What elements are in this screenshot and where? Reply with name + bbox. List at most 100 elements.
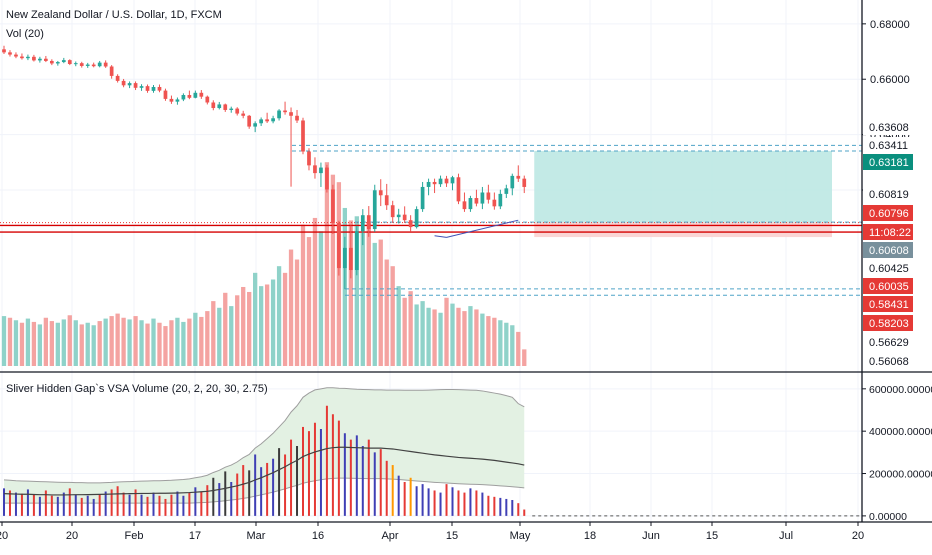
candle-body[interactable] xyxy=(289,112,293,116)
symbol-legend[interactable]: New Zealand Dollar / U.S. Dollar, 1D, FX… xyxy=(6,9,222,21)
candle-body[interactable] xyxy=(384,195,389,206)
price-badge[interactable] xyxy=(863,260,913,276)
candle-body[interactable] xyxy=(20,56,24,59)
candle-body[interactable] xyxy=(247,115,252,127)
candle-body[interactable] xyxy=(61,60,66,63)
candle-body[interactable] xyxy=(462,201,467,210)
candle-body[interactable] xyxy=(163,90,168,99)
candle-body[interactable] xyxy=(504,188,509,194)
candle-body[interactable] xyxy=(456,177,461,202)
candle-body[interactable] xyxy=(229,108,234,110)
candle-body[interactable] xyxy=(343,247,347,269)
candle-body[interactable] xyxy=(295,115,299,121)
candle-body[interactable] xyxy=(49,60,54,64)
candle-body[interactable] xyxy=(366,215,371,230)
candle-body[interactable] xyxy=(319,167,323,174)
candle-body[interactable] xyxy=(145,86,150,91)
price-badge[interactable] xyxy=(863,119,913,135)
candle-body[interactable] xyxy=(139,86,144,88)
candle-body[interactable] xyxy=(360,215,365,232)
price-badge[interactable] xyxy=(863,154,913,170)
candle-body[interactable] xyxy=(187,95,192,98)
profit-target-zone[interactable] xyxy=(534,150,832,223)
candle-body[interactable] xyxy=(325,167,329,190)
candle-body[interactable] xyxy=(510,175,515,189)
indicator-legend[interactable]: Sliver Hidden Gap`s VSA Volume (20, 2, 2… xyxy=(6,383,268,395)
candle-body[interactable] xyxy=(378,190,383,196)
candle-body[interactable] xyxy=(175,99,180,102)
candle-body[interactable] xyxy=(97,62,102,67)
price-badge[interactable] xyxy=(863,334,913,350)
candle-body[interactable] xyxy=(277,110,281,119)
price-badge[interactable] xyxy=(863,315,913,331)
candle-body[interactable] xyxy=(313,165,317,174)
candle-body[interactable] xyxy=(2,49,6,53)
candle-body[interactable] xyxy=(450,177,455,184)
candle-body[interactable] xyxy=(301,120,305,152)
candle-body[interactable] xyxy=(32,56,36,61)
volume-legend[interactable]: Vol (20) xyxy=(6,28,44,40)
candle-body[interactable] xyxy=(14,54,18,57)
candle-body[interactable] xyxy=(115,75,120,81)
candle-body[interactable] xyxy=(121,80,126,86)
candle-body[interactable] xyxy=(151,86,156,91)
candle-body[interactable] xyxy=(408,220,413,228)
candle-body[interactable] xyxy=(486,192,491,200)
candle-body[interactable] xyxy=(205,96,210,103)
stop-loss-zone[interactable] xyxy=(534,222,832,238)
candle-body[interactable] xyxy=(438,178,443,185)
candle-body[interactable] xyxy=(133,83,138,88)
candle-body[interactable] xyxy=(85,64,90,66)
candle-body[interactable] xyxy=(44,58,48,61)
candle-body[interactable] xyxy=(348,247,353,271)
candle-body[interactable] xyxy=(79,63,84,66)
price-badge[interactable] xyxy=(863,224,913,240)
candle-body[interactable] xyxy=(337,222,341,269)
candle-body[interactable] xyxy=(307,151,311,166)
candle-body[interactable] xyxy=(390,205,395,218)
candle-body[interactable] xyxy=(480,192,485,204)
price-badge[interactable] xyxy=(863,205,913,221)
candle-body[interactable] xyxy=(271,118,275,122)
candle-body[interactable] xyxy=(468,198,473,210)
candle-body[interactable] xyxy=(181,95,186,100)
price-badge[interactable] xyxy=(863,186,913,202)
candle-body[interactable] xyxy=(55,62,60,64)
candle-body[interactable] xyxy=(498,193,503,207)
candle-body[interactable] xyxy=(103,62,108,67)
candle-body[interactable] xyxy=(241,113,246,116)
candle-body[interactable] xyxy=(420,186,425,210)
candle-body[interactable] xyxy=(109,66,114,76)
candle-body[interactable] xyxy=(426,181,431,187)
candle-body[interactable] xyxy=(432,181,437,185)
price-levels[interactable] xyxy=(0,144,862,296)
candle-body[interactable] xyxy=(26,56,30,59)
candle-body[interactable] xyxy=(402,214,407,221)
candle-body[interactable] xyxy=(444,178,449,184)
candle-body[interactable] xyxy=(331,189,335,223)
price-badge[interactable] xyxy=(863,137,913,153)
candle-body[interactable] xyxy=(169,98,174,102)
candle-body[interactable] xyxy=(193,92,198,98)
candle-body[interactable] xyxy=(157,86,162,91)
candle-body[interactable] xyxy=(223,104,228,110)
trend-line[interactable] xyxy=(434,235,447,238)
candle-body[interactable] xyxy=(414,209,419,228)
trend-line[interactable] xyxy=(446,219,519,238)
candle-body[interactable] xyxy=(211,102,216,109)
candle-body[interactable] xyxy=(354,231,359,271)
candle-body[interactable] xyxy=(265,119,269,122)
price-badge[interactable] xyxy=(863,242,913,258)
candle-body[interactable] xyxy=(127,83,132,86)
axes[interactable]: 0.680000.660000.640000.620000.636080.634… xyxy=(0,0,932,542)
candle-body[interactable] xyxy=(259,119,263,124)
candle-body[interactable] xyxy=(522,178,527,187)
candle-body[interactable] xyxy=(372,190,377,230)
candle-body[interactable] xyxy=(73,63,78,65)
candle-body[interactable] xyxy=(396,214,401,218)
candle-body[interactable] xyxy=(253,123,258,127)
candle-body[interactable] xyxy=(199,92,204,97)
price-badge[interactable] xyxy=(863,353,913,369)
